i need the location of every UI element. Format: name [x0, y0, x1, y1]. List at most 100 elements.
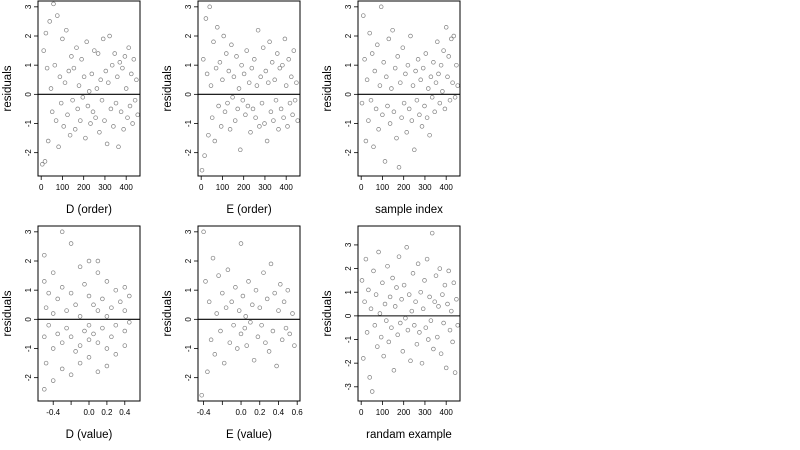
- x-tick-label: -0.4: [197, 408, 211, 417]
- plot-frame: [357, 225, 461, 402]
- y-axis-title: residuals: [322, 290, 334, 336]
- data-point: [375, 42, 380, 48]
- data-point: [375, 344, 380, 349]
- data-point: [212, 138, 218, 144]
- data-point: [270, 328, 276, 334]
- data-point: [74, 45, 79, 50]
- data-point: [113, 287, 119, 293]
- data-point: [249, 65, 255, 71]
- data-point: [409, 308, 415, 314]
- data-point: [410, 271, 416, 276]
- data-point: [43, 30, 49, 36]
- data-point: [369, 51, 375, 56]
- data-point: [409, 118, 415, 123]
- data-point: [266, 349, 272, 354]
- data-point: [204, 71, 210, 77]
- data-point: [45, 138, 51, 144]
- data-point: [99, 97, 105, 103]
- data-point: [429, 230, 435, 236]
- data-point: [260, 45, 266, 50]
- data-point: [361, 13, 366, 18]
- data-point: [445, 301, 450, 307]
- data-point: [281, 299, 287, 305]
- data-point: [398, 320, 403, 326]
- data-point: [50, 378, 56, 383]
- data-point: [248, 320, 253, 325]
- data-point: [369, 389, 375, 394]
- data-point: [426, 337, 431, 342]
- data-point: [222, 109, 228, 115]
- data-point: [86, 258, 92, 264]
- data-point: [432, 109, 437, 115]
- y-tick-label: -1: [184, 344, 193, 352]
- data-point: [70, 97, 75, 103]
- data-point: [277, 65, 283, 71]
- data-point: [220, 77, 225, 83]
- data-point: [55, 331, 60, 337]
- data-point: [104, 314, 110, 319]
- data-point: [264, 296, 270, 302]
- data-point: [446, 268, 451, 274]
- data-point: [440, 292, 445, 297]
- data-point: [59, 229, 65, 235]
- data-point: [378, 334, 384, 340]
- data-point: [415, 261, 421, 267]
- x-tick-label: 0: [359, 183, 364, 192]
- data-point: [377, 311, 383, 316]
- y-tick-label: 3: [184, 4, 193, 9]
- data-point: [437, 100, 443, 106]
- y-tick-label: -2: [344, 149, 353, 157]
- x-tick-label: 0: [359, 408, 364, 417]
- data-point: [366, 287, 371, 293]
- data-point: [40, 162, 45, 167]
- data-point: [113, 352, 119, 357]
- scatter-panel-3: 0 100 200 300 400 -2 -1 0 1 2 3 sample index residua…: [322, 0, 461, 216]
- data-point: [404, 130, 409, 135]
- data-point: [364, 330, 370, 335]
- data-point: [79, 57, 84, 62]
- data-point: [117, 60, 123, 65]
- data-point: [56, 144, 61, 150]
- data-point: [417, 112, 422, 118]
- data-point: [50, 270, 56, 275]
- data-point: [62, 80, 68, 85]
- data-point: [283, 83, 289, 88]
- data-point: [60, 36, 65, 42]
- data-point: [42, 159, 48, 164]
- y-tick-label: -2: [24, 374, 33, 382]
- data-point: [282, 36, 288, 42]
- data-point: [451, 33, 457, 39]
- data-point: [410, 83, 416, 88]
- data-point: [85, 103, 91, 109]
- data-point: [95, 258, 101, 264]
- data-point: [452, 95, 458, 100]
- data-point: [426, 86, 431, 91]
- data-point: [41, 48, 46, 53]
- y-tick-label: -1: [24, 344, 33, 352]
- y-axis-title: residuals: [162, 65, 174, 111]
- data-point: [363, 138, 369, 144]
- data-point: [86, 322, 92, 328]
- y-tick-label: 0: [24, 92, 33, 97]
- data-point: [438, 62, 444, 68]
- data-point: [431, 346, 436, 352]
- data-point: [392, 304, 398, 309]
- data-point: [363, 256, 369, 262]
- data-point: [238, 331, 244, 337]
- data-point: [446, 54, 451, 59]
- data-point: [399, 115, 404, 120]
- data-point: [104, 279, 110, 284]
- data-point: [263, 68, 269, 74]
- data-point: [275, 51, 280, 56]
- data-point: [112, 51, 117, 56]
- scatter-panel-2: 0 100 200 300 400 -2 -1 0 1 2 3 E (order) residuals: [162, 0, 301, 216]
- data-point: [225, 267, 231, 273]
- data-point: [423, 51, 429, 56]
- data-point: [450, 339, 455, 345]
- data-point: [436, 71, 441, 77]
- data-point: [291, 48, 297, 53]
- y-tick-label: 2: [24, 33, 33, 38]
- data-point: [246, 279, 251, 284]
- data-point: [122, 328, 128, 334]
- data-point: [263, 340, 268, 345]
